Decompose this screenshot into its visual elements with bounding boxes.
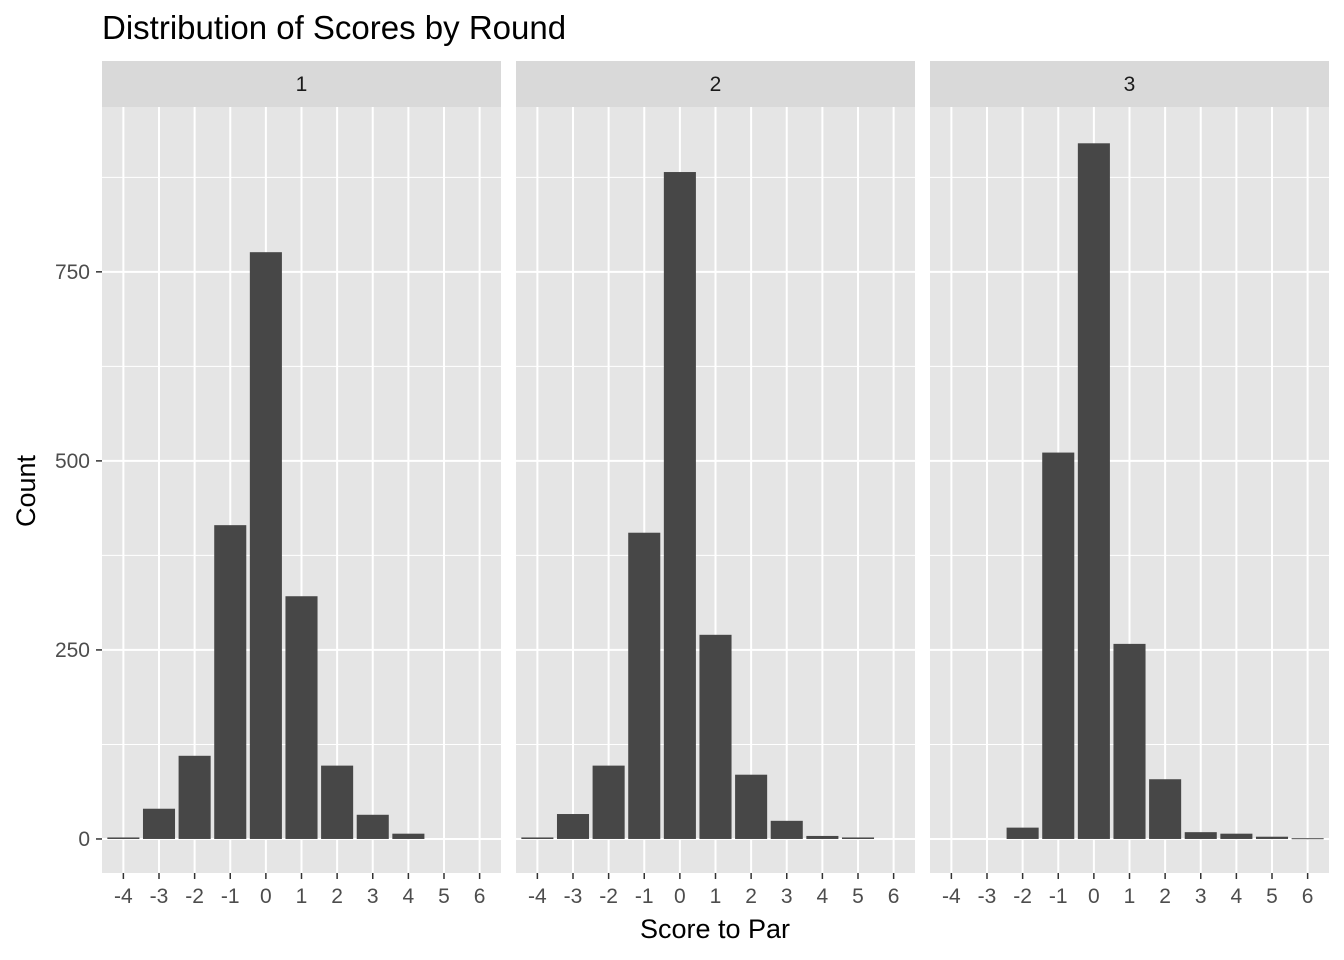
facet-panel-2: 2-4 -3 -2 -1 0 1 2 3 4 5 6: [516, 61, 915, 908]
bar: [214, 525, 247, 839]
x-tick-label: 5: [852, 885, 864, 908]
bar: [806, 835, 839, 839]
facet-strip-label: 1: [296, 73, 308, 96]
x-tick-label: 2: [331, 885, 343, 908]
bar: [1006, 827, 1039, 839]
facet-panels: 1-4 -3 -2 -1 0 1 2 3 4 5 62-4 -3 -2 -1 0 1 2 3 4 5 63-4 -3 -2-…: [102, 61, 1329, 908]
bar: [392, 833, 425, 839]
facet-strip-label: 3: [1124, 73, 1136, 96]
y-tick-label: 750: [55, 261, 90, 284]
facet-panel-3: 3 -4 -3 -2 -1 0 1 2 3 4 5 6: [930, 61, 1329, 908]
bar: [1077, 143, 1110, 839]
x-tick-label: 2: [1159, 885, 1171, 908]
x-tick-label: -1: [1049, 885, 1068, 908]
x-tick-label: -2: [185, 885, 204, 908]
bar: [1220, 833, 1253, 839]
bar: [628, 532, 661, 839]
x-tick-label: 4: [403, 885, 415, 908]
x-tick-label: 0: [674, 885, 686, 908]
facet-strip: [516, 61, 915, 107]
x-tick-label: 6: [888, 885, 900, 908]
x-tick-label: 4: [1231, 885, 1243, 908]
facet-strip-label: 2: [710, 73, 722, 96]
y-tick-label: 250: [55, 639, 90, 662]
x-tick-label: -1: [635, 885, 654, 908]
bar: [178, 755, 211, 839]
bar: [663, 172, 696, 839]
bar: [142, 808, 176, 839]
x-tick-label: -4: [528, 885, 547, 908]
x-tick-label: 3: [1195, 885, 1207, 908]
bar: [1255, 836, 1289, 839]
bar: [249, 252, 282, 839]
x-tick-label: 6: [1302, 885, 1314, 908]
x-tick-label: 1: [1124, 885, 1136, 908]
facet-strip: [930, 61, 1329, 107]
x-tick-label: -2: [1013, 885, 1032, 908]
x-tick-label: 5: [1266, 885, 1278, 908]
x-tick-label: -4: [114, 885, 133, 908]
bar: [1149, 779, 1182, 839]
y-tick-label: 500: [55, 450, 90, 473]
bar: [770, 820, 803, 839]
bar: [107, 837, 140, 839]
x-axis-title: Score to Par: [640, 914, 790, 944]
y-axis-title: Count: [11, 454, 41, 527]
bar: [699, 634, 732, 839]
y-tick-label: 0: [78, 828, 90, 851]
x-tick-label: -4: [942, 885, 961, 908]
x-tick-label: 4: [817, 885, 829, 908]
bar: [1291, 838, 1324, 840]
x-tick-label: 0: [1088, 885, 1100, 908]
y-axis: 0 250 500 750: [55, 261, 102, 851]
chart-title: Distribution of Scores by Round: [102, 9, 566, 46]
bar: [521, 837, 554, 839]
bar: [592, 765, 625, 839]
x-tick-label: 3: [367, 885, 379, 908]
bar: [356, 814, 389, 839]
bar: [1113, 643, 1146, 839]
bar: [285, 596, 318, 839]
x-tick-label: -3: [564, 885, 583, 908]
bar: [556, 814, 590, 839]
x-tick-label: -3: [150, 885, 169, 908]
bar: [735, 774, 768, 839]
x-tick-label: 3: [781, 885, 793, 908]
facet-panel-1: 1-4 -3 -2 -1 0 1 2 3 4 5 6: [102, 61, 501, 908]
x-tick-label: 1: [296, 885, 308, 908]
x-tick-label: 6: [474, 885, 486, 908]
bar: [1184, 832, 1217, 839]
x-tick-label: 1: [710, 885, 722, 908]
bar: [841, 837, 875, 839]
x-tick-label: -1: [221, 885, 240, 908]
x-tick-label: -2: [599, 885, 618, 908]
x-tick-label: 2: [745, 885, 757, 908]
bar: [321, 765, 354, 839]
bar: [1042, 452, 1075, 839]
x-tick-label: 5: [438, 885, 450, 908]
facet-strip: [102, 61, 501, 107]
x-tick-label: -3: [978, 885, 997, 908]
x-tick-label: 0: [260, 885, 272, 908]
